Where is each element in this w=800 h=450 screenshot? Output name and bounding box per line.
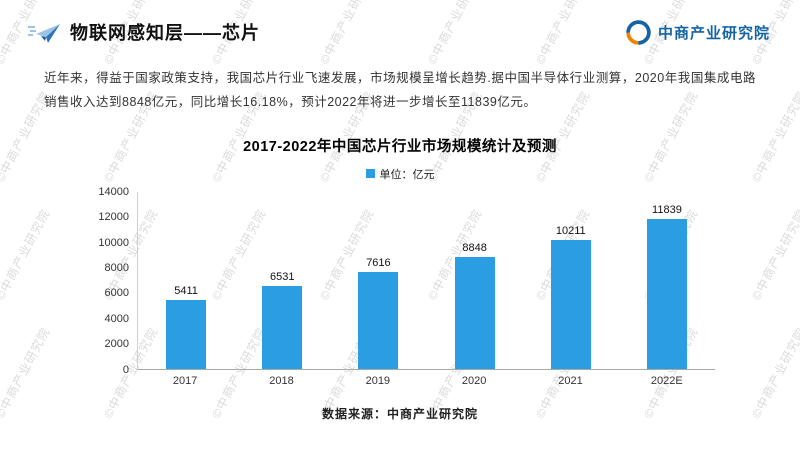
brand-logo-icon: [626, 19, 651, 45]
x-tick-label: 2017: [172, 374, 198, 387]
bar-column: 10211: [523, 192, 619, 369]
bar-column: 11839: [619, 192, 715, 369]
x-tick-label: 2020: [461, 374, 487, 387]
data-source: 数据来源：中商产业研究院: [321, 406, 478, 421]
bar: [646, 219, 687, 369]
slide-content: 物联网感知层——芯片 中商产业研究院 近年来，得益于国家政策支持，我国芯片行业飞…: [0, 14, 800, 421]
y-axis: 0 2000 4000 6000 8000 10000 12000 14000: [85, 186, 137, 376]
chart-legend: 单位：亿元: [0, 166, 800, 182]
bar-value-label: 8848: [462, 241, 487, 254]
x-axis: 2017 2018 2019 2020 2021 2022E: [137, 375, 715, 387]
bar-column: 6531: [234, 192, 330, 369]
page-title: 物联网感知层——芯片: [70, 23, 260, 43]
bar-value-label: 6531: [270, 271, 295, 284]
y-tick-label: 14000: [98, 185, 129, 198]
y-tick-label: 2000: [104, 338, 129, 351]
bar: [166, 300, 207, 369]
bar-value-label: 10211: [555, 224, 586, 237]
brand-logo: 中商产业研究院: [625, 19, 770, 46]
y-tick-label: 12000: [98, 211, 129, 224]
y-tick-label: 0: [122, 363, 129, 376]
bar: [454, 256, 495, 369]
x-tick-label: 2021: [558, 374, 583, 387]
bar-value-label: 7616: [366, 257, 391, 270]
legend-swatch: [365, 169, 375, 179]
y-tick-label: 4000: [104, 312, 129, 325]
bar: [358, 272, 399, 369]
x-tick-label: 2022E: [650, 374, 683, 387]
y-tick-label: 8000: [104, 262, 129, 275]
bars-area: 5411 6531 7616 8848 10211 11839: [137, 191, 715, 370]
bar: [550, 239, 591, 369]
header-title-group: 物联网感知层——芯片: [28, 19, 260, 45]
bar-column: 5411: [138, 192, 234, 369]
x-tick-label: 2019: [365, 374, 391, 387]
y-tick-label: 6000: [104, 287, 129, 300]
bar-column: 7616: [330, 192, 426, 369]
bar-value-label: 5411: [174, 285, 198, 298]
intro-paragraph: 近年来，得益于国家政策支持，我国芯片行业飞速发展，市场规模呈增长趋势.据中国半导…: [44, 71, 756, 110]
chart-title: 2017-2022年中国芯片行业市场规模统计及预测: [243, 138, 557, 155]
paper-plane-icon: [28, 24, 60, 43]
bar: [262, 286, 303, 369]
y-tick-label: 10000: [98, 236, 129, 249]
bar-column: 8848: [427, 192, 523, 369]
plot-area: 0 2000 4000 6000 8000 10000 12000 14000 5411 653…: [85, 186, 715, 387]
plot-inner: 5411 6531 7616 8848 10211 11839 2017 2018 2019 2…: [137, 191, 715, 387]
bar-chart: 2017-2022年中国芯片行业市场规模统计及预测 单位：亿元 0 2000 400…: [0, 135, 800, 387]
brand-logo-text: 中商产业研究院: [657, 24, 770, 42]
x-tick-label: 2018: [269, 374, 294, 387]
legend-label: 单位：亿元: [379, 168, 435, 181]
bar-value-label: 11839: [652, 204, 682, 217]
header: 物联网感知层——芯片 中商产业研究院: [0, 14, 800, 50]
